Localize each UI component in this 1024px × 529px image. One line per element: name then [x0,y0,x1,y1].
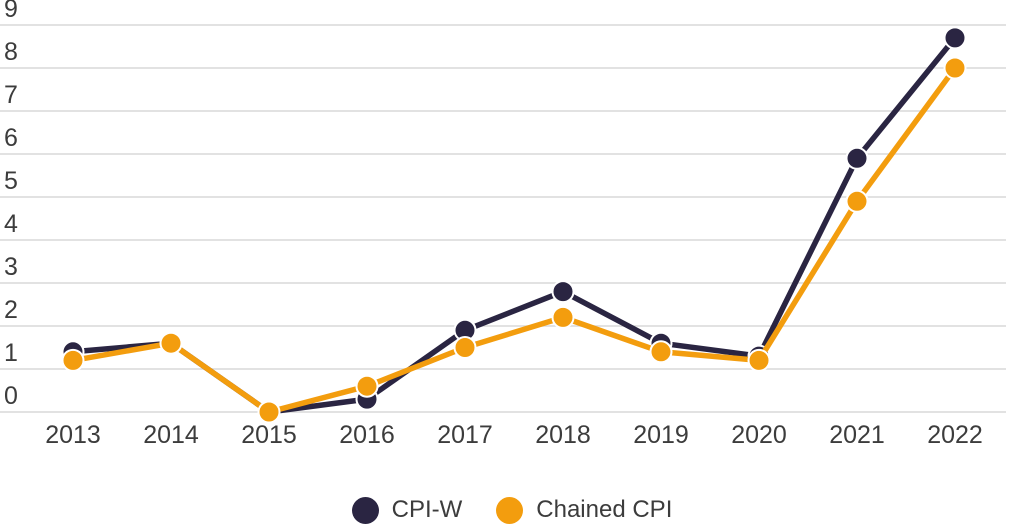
cpi-w-legend-label: CPI-W [391,496,463,523]
y-tick-label: 9 [4,0,18,23]
legend-item-chained-cpi: Chained CPI [496,496,672,524]
y-tick-label: 5 [4,167,18,195]
y-tick-label: 6 [4,124,18,152]
chained-cpi-point [61,348,85,372]
x-tick-label: 2018 [535,421,591,449]
cpi-w-line [70,35,958,415]
x-tick-label: 2016 [339,421,395,449]
cpi-w-point [551,280,575,304]
chained-cpi-line [70,65,958,415]
cpi-w-legend-dot-icon [351,496,379,524]
y-tick-label: 8 [4,38,18,66]
chained-cpi-point [943,56,967,80]
chained-cpi-point [355,374,379,398]
x-tick-label: 2020 [731,421,787,449]
x-tick-label: 2019 [633,421,689,449]
legend-item-cpi-w: CPI-W [351,496,463,524]
chained-cpi-point [747,348,771,372]
y-tick-label: 1 [4,339,18,367]
chart-legend: CPI-W Chained CPI [0,496,1024,524]
y-tick-label: 0 [4,382,18,410]
y-tick-label: 4 [4,210,18,238]
chained-cpi-point [453,336,477,359]
x-tick-label: 2021 [829,421,885,449]
y-tick-label: 2 [4,296,18,324]
x-tick-label: 2015 [241,421,297,449]
y-tick-label: 3 [4,253,18,281]
chained-cpi-point [845,189,869,213]
chained-cpi-point [257,400,281,424]
chained-cpi-legend-dot-icon [496,496,524,524]
chained-cpi-point [551,305,575,329]
x-tick-label: 2014 [143,421,199,449]
line-chart-canvas: 0 1 2 3 4 5 6 7 8 9 2013 2014 2015 2016 2017 2018 2019 20… [0,0,1006,449]
chained-cpi-point [649,340,673,364]
x-tick-label: 2022 [927,421,983,449]
chained-cpi-legend-label: Chained CPI [536,496,673,523]
chained-cpi-point [159,331,183,355]
cpi-w-point [845,146,869,170]
x-tick-label: 2017 [437,421,493,449]
x-tick-label: 2013 [45,421,101,449]
y-tick-label: 7 [4,81,18,109]
cpi-w-point [943,26,967,50]
